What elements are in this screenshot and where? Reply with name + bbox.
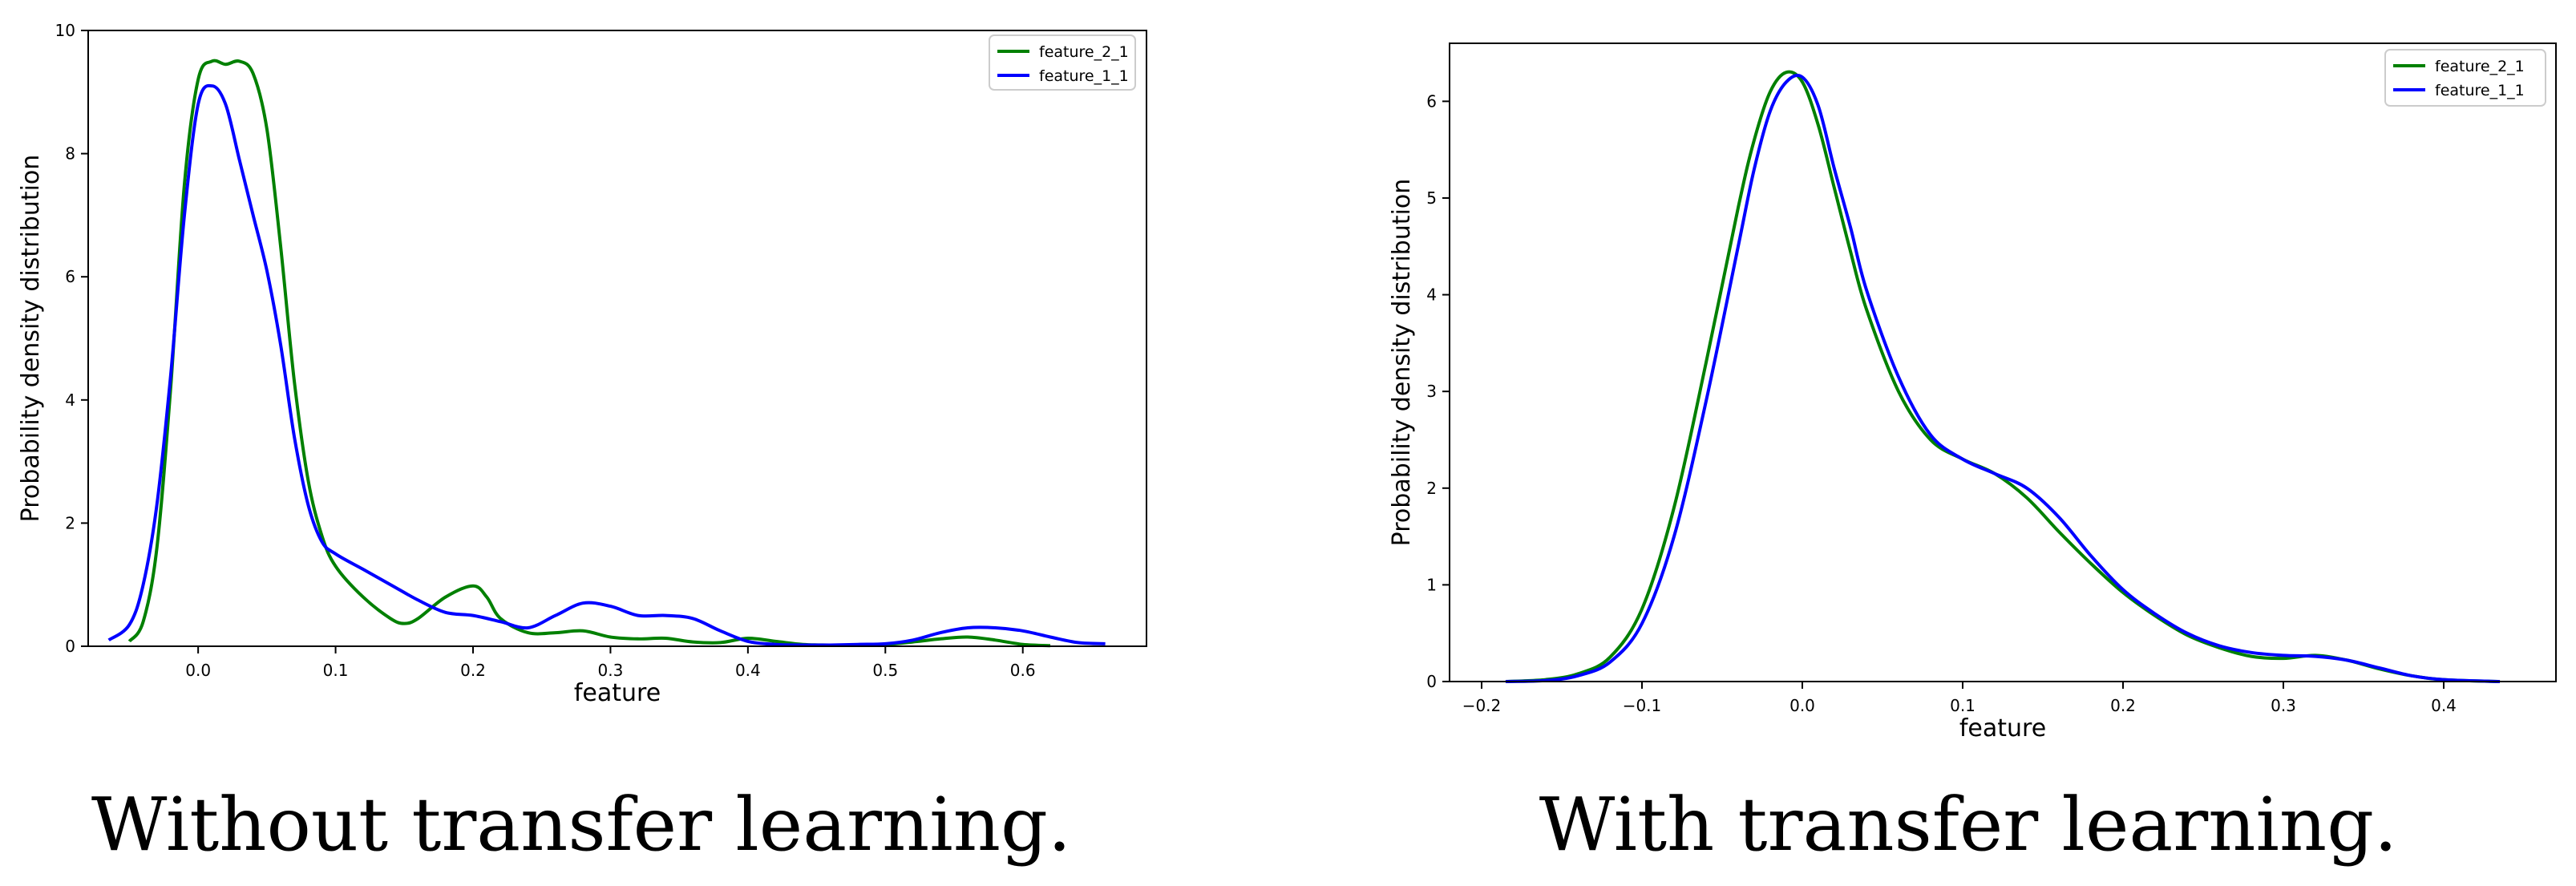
x-tick-label: 0.1 [323,661,349,680]
x-tick-label: 0.0 [1789,696,1815,715]
x-tick-label: 0.4 [735,661,761,680]
y-tick-label: 8 [65,144,75,164]
x-tick-label: 0.3 [598,661,624,680]
y-tick-label: 4 [1426,285,1437,305]
y-tick-label: 6 [65,267,75,286]
x-axis-label: feature [1959,714,2046,742]
y-tick-label: 10 [55,21,75,40]
legend-box [2384,49,2546,107]
legend: feature_2_1 feature_1_1 [989,34,1136,91]
y-axis-label: Probability density distribution [17,155,45,523]
legend-label-feature_1_1: feature_1_1 [1039,67,1129,85]
y-tick-label: 0 [65,637,75,656]
x-tick-label: 0.2 [2110,696,2136,715]
y-tick-label: 6 [1426,91,1437,111]
legend-label-feature_2_1: feature_2_1 [2435,58,2525,75]
y-tick-label: 0 [1426,672,1437,691]
caption-without-transfer: Without transfer learning. [91,782,1072,868]
x-tick-label: 0.0 [185,661,211,680]
y-tick-label: 2 [65,513,75,532]
x-tick-label: 0.5 [872,661,898,680]
x-tick-label: −0.2 [1462,696,1502,715]
axes-frame [87,30,1147,647]
legend-label-feature_1_1: feature_1_1 [2435,82,2525,99]
series-line-feature_1_1 [107,83,1106,647]
y-tick-label: 4 [65,390,75,410]
caption-with-transfer: With transfer learning. [1539,782,2398,868]
y-tick-label: 2 [1426,479,1437,498]
right-chart: −0.2 −0.1 0.0 0.1 0.2 0.3 0.4 0 1 2 3 4 5 6 feature Pro… [1388,42,2557,742]
x-tick-label: −0.1 [1623,696,1662,715]
x-tick-label: 0.6 [1010,661,1036,680]
legend: feature_2_1 feature_1_1 [2384,49,2546,107]
y-tick-label: 3 [1426,382,1437,401]
y-tick-label: 5 [1426,188,1437,208]
x-tick-label: 0.3 [2271,696,2296,715]
x-tick-label: 0.4 [2431,696,2457,715]
series-line-feature_1_1 [1505,74,2501,683]
x-tick-label: 0.2 [460,661,486,680]
y-tick-label: 1 [1426,575,1437,594]
legend-label-feature_2_1: feature_2_1 [1039,43,1129,61]
x-axis-label: feature [574,679,661,707]
left-chart: 0.0 0.1 0.2 0.3 0.4 0.5 0.6 0 2 4 6 8 10 feature Proba… [17,21,1147,707]
series-line-feature_2_1 [127,59,1051,648]
axes-frame [1449,42,2557,682]
x-tick-label: 0.1 [1950,696,1975,715]
y-axis-label: Probability density distribution [1388,179,1416,547]
series-line-feature_2_1 [1505,70,2501,683]
